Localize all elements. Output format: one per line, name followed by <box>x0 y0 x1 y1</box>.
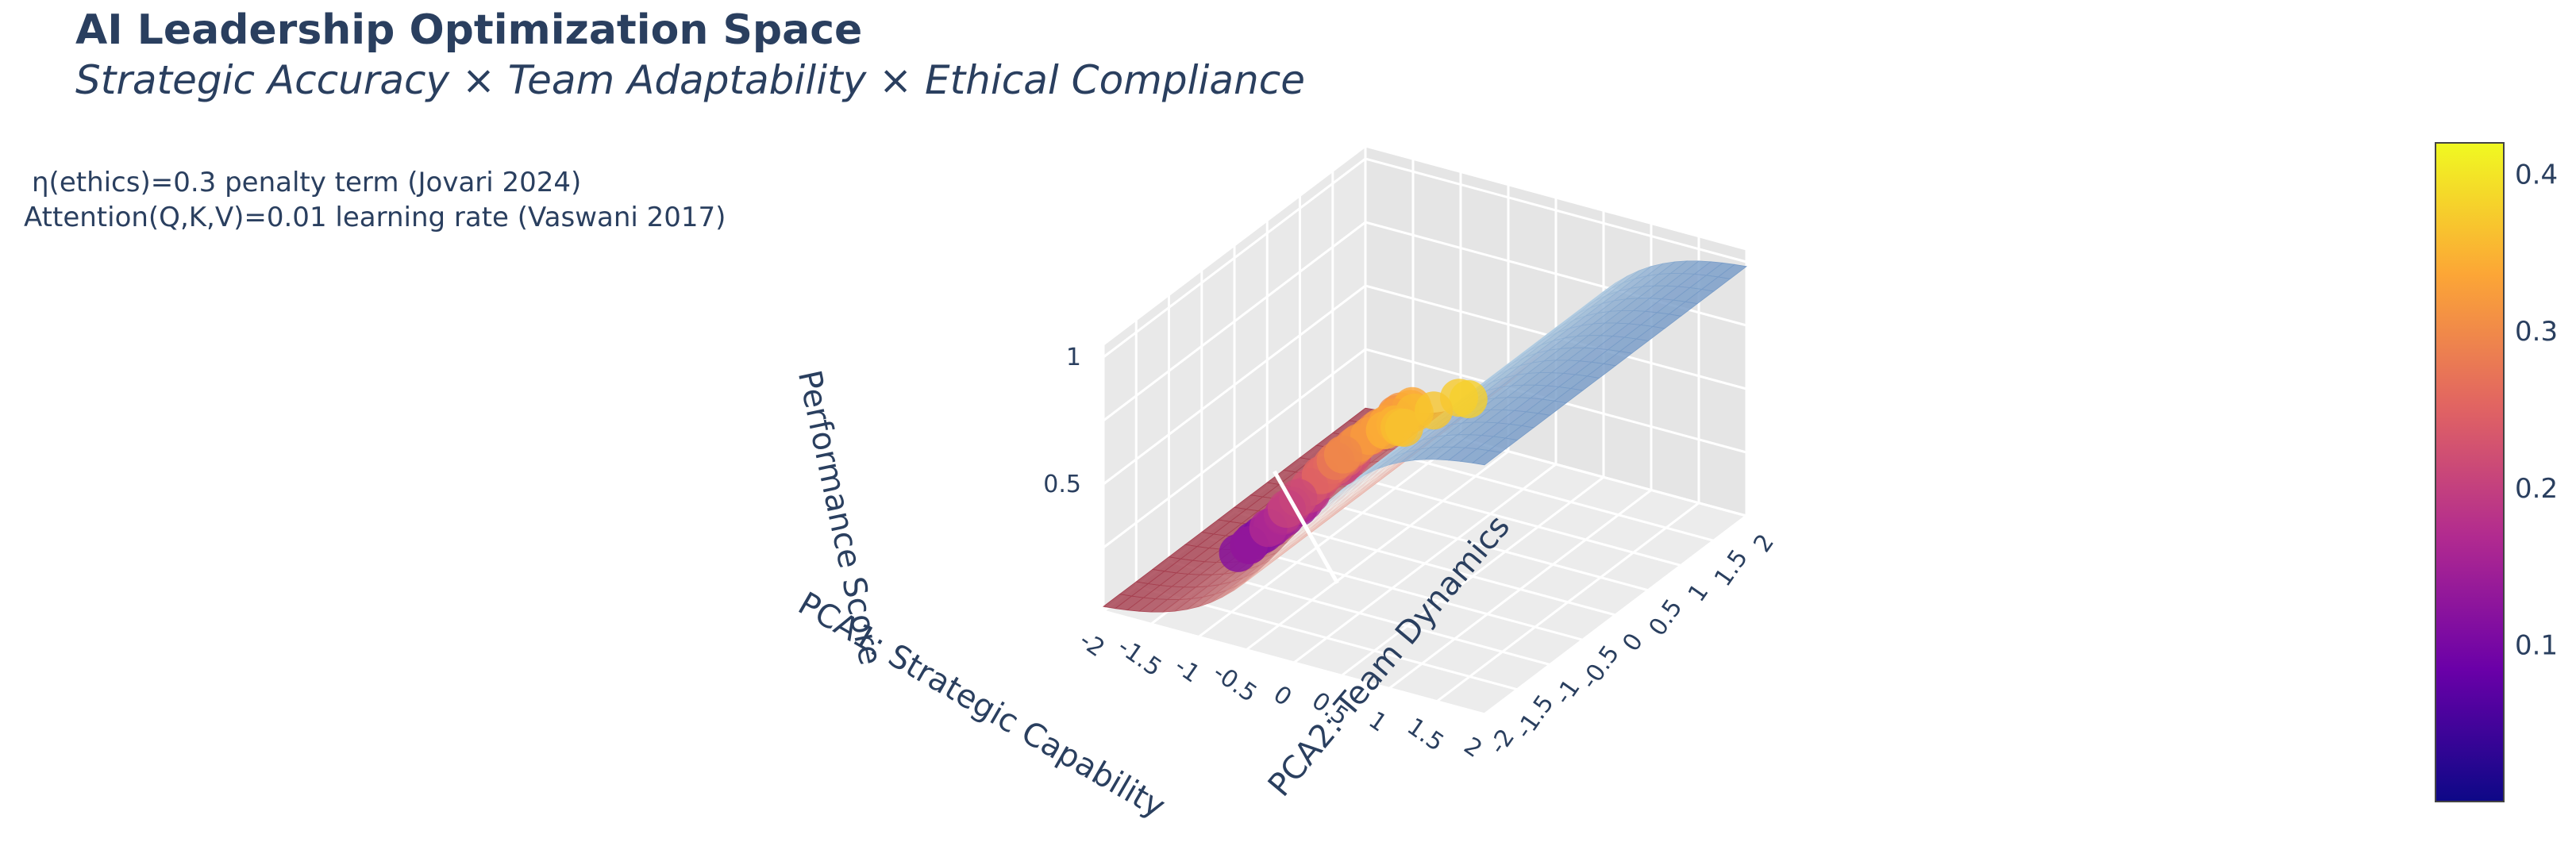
grid-line-y <box>1102 344 1485 716</box>
colorbar-tick-label: 0.4 <box>2515 160 2558 191</box>
chart-title: AI Leadership Optimization Space <box>75 6 863 54</box>
x-tick-label: 2 <box>1459 732 1488 763</box>
x-tick-label: -1.5 <box>1112 633 1166 682</box>
y-tick-label: 0.5 <box>1643 594 1688 641</box>
colorbar-tick-label: 0.3 <box>2515 316 2558 348</box>
x-tick-label: -2 <box>1074 626 1110 663</box>
scatter-point <box>1449 380 1488 418</box>
scatter-point <box>1267 490 1306 529</box>
grid-line-z <box>1103 348 1747 549</box>
y-tick-label: 1.5 <box>1709 544 1754 591</box>
surface-patch <box>1472 450 1502 466</box>
scatter-point <box>1384 409 1423 447</box>
x-tick-label: 0 <box>1269 680 1297 712</box>
x-tick-label: -1 <box>1169 652 1205 689</box>
z-tick-label: 0.5 <box>1043 471 1081 498</box>
ridge-line <box>1273 470 1339 585</box>
colorbar-gradient <box>2435 142 2505 802</box>
x-tick-label: 1 <box>1364 706 1392 738</box>
colorbar-tick-label: 0.1 <box>2515 629 2558 661</box>
colorbar: 0.1 0.2 0.3 0.4 <box>2435 142 2558 802</box>
annotation-ethics: η(ethics)=0.3 penalty term (Jovari 2024) <box>32 167 582 198</box>
y-tick-label: 2 <box>1748 529 1780 558</box>
grid-line-z <box>1103 157 1747 359</box>
y-tick-label: -1.5 <box>1510 690 1559 744</box>
x-tick-label: 1.5 <box>1402 713 1449 757</box>
y-tick-label: 0 <box>1617 629 1649 657</box>
chart-subtitle: Strategic Accuracy × Team Adaptability ×… <box>75 57 1305 103</box>
colorbar-tick-label: 0.2 <box>2515 473 2558 505</box>
y-tick-label: -0.5 <box>1576 640 1625 694</box>
scatter-point <box>1323 435 1362 474</box>
scene-3d: -2 -1.5 -1 -0.5 0 0.5 1 1.5 2-2-1.5-1-0.500.511.… <box>791 143 1780 825</box>
y-tick-label: 1 <box>1683 579 1715 607</box>
z-tick-label: 1 <box>1066 344 1081 371</box>
scatter-point <box>1415 391 1454 430</box>
x-tick-label: -0.5 <box>1207 659 1261 708</box>
annotation-attention: Attention(Q,K,V)=0.01 learning rate (Vas… <box>24 202 726 233</box>
